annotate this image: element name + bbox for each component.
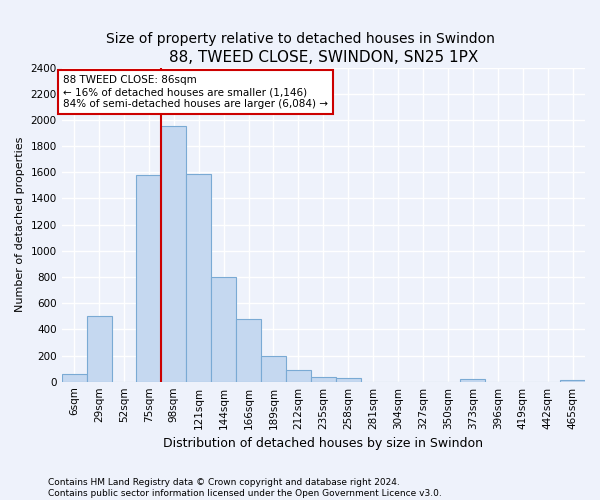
Y-axis label: Number of detached properties: Number of detached properties: [15, 137, 25, 312]
Text: 88 TWEED CLOSE: 86sqm
← 16% of detached houses are smaller (1,146)
84% of semi-d: 88 TWEED CLOSE: 86sqm ← 16% of detached …: [63, 76, 328, 108]
Bar: [311, 377, 336, 382]
Bar: [86, 316, 112, 382]
Bar: [460, 379, 485, 382]
X-axis label: Distribution of detached houses by size in Swindon: Distribution of detached houses by size …: [163, 437, 484, 450]
Bar: [161, 126, 186, 382]
Bar: [560, 380, 585, 382]
Bar: [136, 175, 161, 382]
Bar: [62, 374, 86, 382]
Bar: [336, 378, 361, 382]
Bar: [286, 370, 311, 382]
Title: 88, TWEED CLOSE, SWINDON, SN25 1PX: 88, TWEED CLOSE, SWINDON, SN25 1PX: [169, 50, 478, 65]
Text: Size of property relative to detached houses in Swindon: Size of property relative to detached ho…: [106, 32, 494, 46]
Bar: [261, 356, 286, 382]
Bar: [186, 174, 211, 382]
Text: Contains HM Land Registry data © Crown copyright and database right 2024.
Contai: Contains HM Land Registry data © Crown c…: [48, 478, 442, 498]
Bar: [236, 319, 261, 382]
Bar: [211, 277, 236, 382]
